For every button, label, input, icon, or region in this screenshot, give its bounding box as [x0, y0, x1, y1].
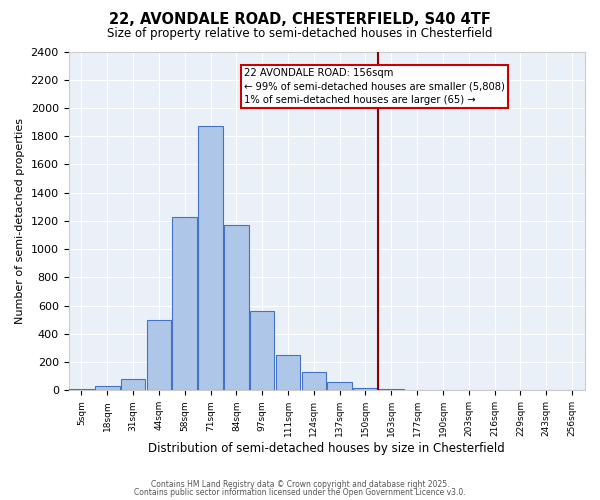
- Text: 22, AVONDALE ROAD, CHESTERFIELD, S40 4TF: 22, AVONDALE ROAD, CHESTERFIELD, S40 4TF: [109, 12, 491, 28]
- Text: Size of property relative to semi-detached houses in Chesterfield: Size of property relative to semi-detach…: [107, 28, 493, 40]
- Bar: [69, 389, 94, 390]
- Bar: [276, 355, 300, 390]
- Bar: [302, 372, 326, 390]
- Bar: [250, 312, 274, 390]
- Bar: [95, 386, 119, 390]
- Bar: [121, 379, 145, 390]
- Bar: [224, 225, 248, 390]
- Bar: [198, 126, 223, 390]
- Text: 22 AVONDALE ROAD: 156sqm
← 99% of semi-detached houses are smaller (5,808)
1% of: 22 AVONDALE ROAD: 156sqm ← 99% of semi-d…: [244, 68, 505, 105]
- Bar: [172, 216, 197, 390]
- Bar: [146, 320, 171, 390]
- Bar: [353, 388, 378, 390]
- Bar: [379, 389, 404, 390]
- Y-axis label: Number of semi-detached properties: Number of semi-detached properties: [15, 118, 25, 324]
- X-axis label: Distribution of semi-detached houses by size in Chesterfield: Distribution of semi-detached houses by …: [148, 442, 505, 455]
- Text: Contains public sector information licensed under the Open Government Licence v3: Contains public sector information licen…: [134, 488, 466, 497]
- Bar: [328, 382, 352, 390]
- Text: Contains HM Land Registry data © Crown copyright and database right 2025.: Contains HM Land Registry data © Crown c…: [151, 480, 449, 489]
